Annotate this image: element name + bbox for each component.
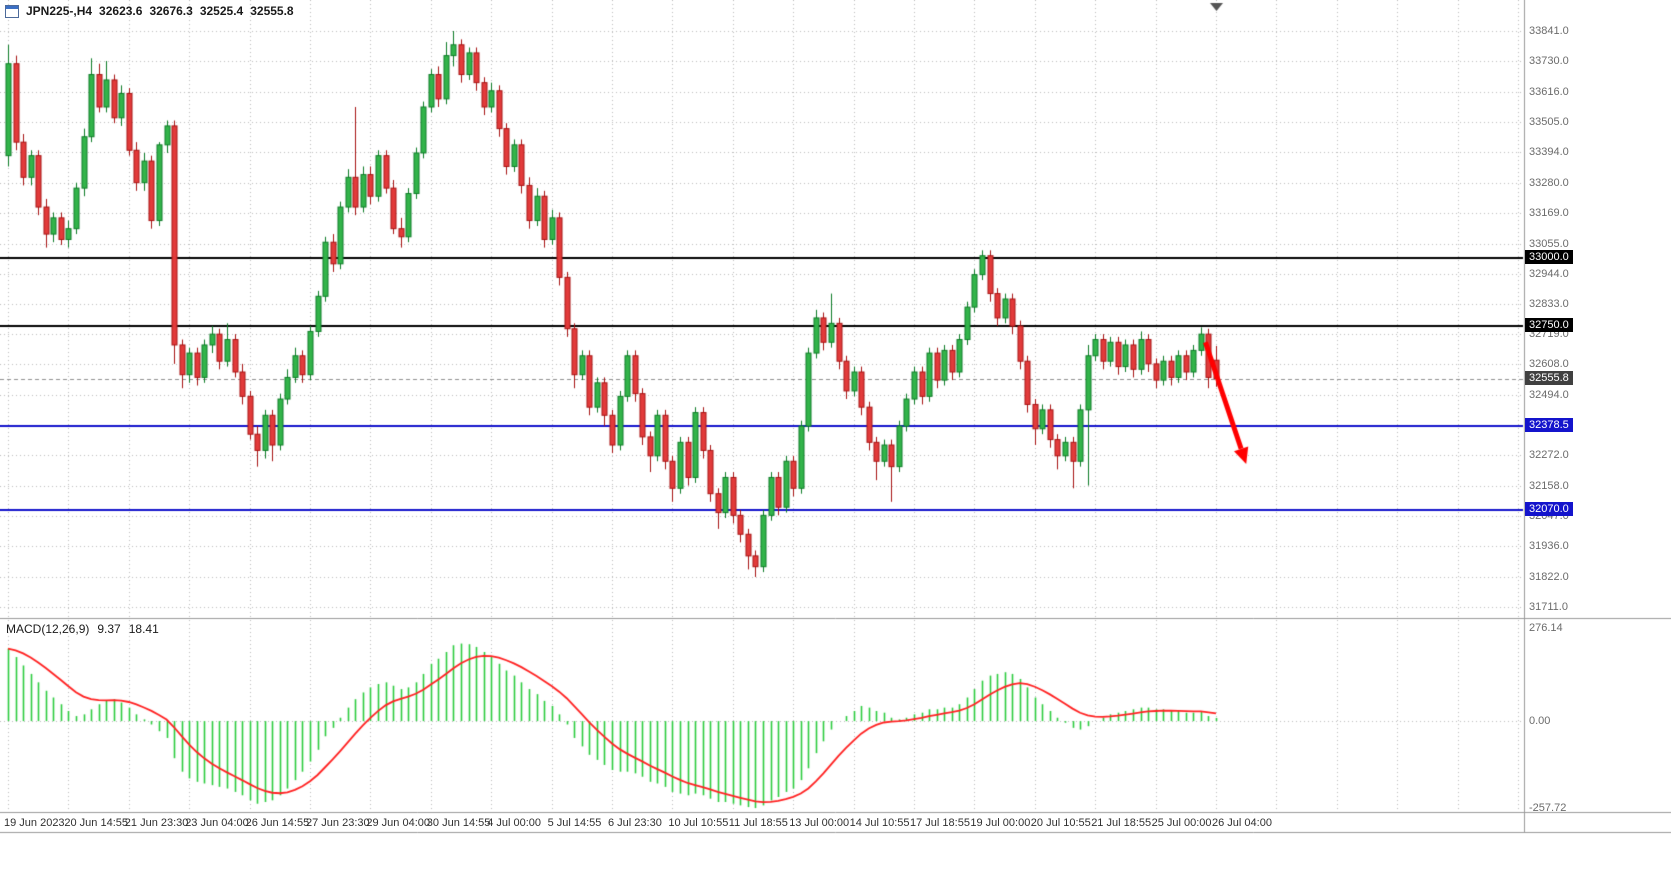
time-axis-label: 20 Jun 14:55: [64, 817, 129, 829]
price-axis-tick: 31936.0: [1529, 540, 1569, 553]
symbol-timeframe-label: JPN225-,H4: [26, 4, 93, 18]
price-axis-tick: 31822.0: [1529, 570, 1569, 583]
ohlc-open-value: 32623.6: [99, 4, 143, 18]
time-axis-label: 26 Jun 14:55: [245, 817, 310, 829]
ohlc-low-value: 32525.4: [199, 4, 244, 18]
macd-indicator-label: MACD(12,26,9) 9.37 18.41: [6, 622, 159, 636]
time-axis-label: 10 Jul 10:55: [668, 817, 729, 829]
price-axis-tick: 32272.0: [1529, 449, 1569, 462]
time-axis-label: 25 Jul 00:00: [1151, 817, 1212, 829]
macd-axis-tick: -257.72: [1529, 802, 1567, 814]
price-axis-tick: 31711.0: [1529, 601, 1568, 613]
price-axis-tick: 32158.0: [1529, 480, 1569, 493]
symbol-info-bar: JPN225-,H4 32623.6 32676.3 32525.4 32555…: [5, 4, 294, 18]
time-axis-label: 30 Jun 14:55: [426, 817, 491, 829]
macd-main-value: 9.37: [97, 622, 121, 636]
price-axis-tick: 32494.0: [1529, 389, 1569, 402]
macd-axis-tick: 276.14: [1529, 622, 1563, 634]
price-axis-tick: 33055.0: [1529, 237, 1569, 250]
time-axis-label: 19 Jun 2023: [4, 817, 65, 829]
time-axis-label: 13 Jul 00:00: [789, 817, 850, 829]
macd-name-label: MACD(12,26,9): [6, 622, 90, 636]
price-axis-tick: 33280.0: [1529, 176, 1569, 189]
time-axis-label: 21 Jul 18:55: [1091, 817, 1152, 829]
hline-price-tag[interactable]: 32378.5: [1525, 418, 1573, 433]
time-axis-label: 6 Jul 23:30: [608, 817, 662, 829]
price-axis-tick: 32608.0: [1529, 358, 1569, 371]
time-axis-label: 17 Jul 18:55: [910, 817, 970, 829]
price-axis-tick: 33730.0: [1529, 55, 1569, 68]
ohlc-high-value: 32676.3: [149, 4, 193, 18]
ohlc-close-value: 32555.8: [250, 4, 294, 18]
price-axis-tick: 33169.0: [1529, 206, 1569, 219]
time-axis-label: 20 Jul 10:55: [1030, 817, 1091, 829]
time-axis-label: 23 Jun 04:00: [185, 817, 249, 829]
time-axis-label: 29 Jun 04:00: [366, 817, 431, 829]
time-axis-label: 4 Jul 00:00: [487, 817, 542, 829]
hline-price-tag[interactable]: 32750.0: [1525, 318, 1573, 333]
time-axis-label: 14 Jul 10:55: [849, 817, 910, 829]
price-axis-tick: 33616.0: [1529, 85, 1569, 98]
time-axis-label: 19 Jul 00:00: [970, 817, 1031, 829]
price-axis-tick: 32833.0: [1529, 297, 1569, 310]
time-axis-label: 5 Jul 14:55: [547, 817, 602, 829]
hline-price-tag[interactable]: 33000.0: [1525, 250, 1573, 265]
time-axis-label: 11 Jul 18:55: [728, 817, 788, 829]
price-axis-tick: 32944.0: [1529, 267, 1569, 280]
price-axis-tick: 33505.0: [1529, 115, 1569, 128]
time-axis-label: 26 Jul 04:00: [1212, 817, 1272, 829]
price-axis-tick: 33394.0: [1529, 145, 1569, 158]
bid-price-tag: 32555.8: [1525, 370, 1573, 385]
time-axis-label: 27 Jun 23:30: [306, 817, 370, 829]
time-axis-label: 21 Jun 23:30: [124, 817, 189, 829]
hline-price-tag[interactable]: 32070.0: [1525, 501, 1573, 516]
macd-signal-value: 18.41: [128, 622, 159, 636]
macd-axis-tick: 0.00: [1529, 715, 1551, 728]
chart-window-icon: [5, 4, 19, 18]
price-axis-tick: 33841.0: [1529, 25, 1569, 37]
